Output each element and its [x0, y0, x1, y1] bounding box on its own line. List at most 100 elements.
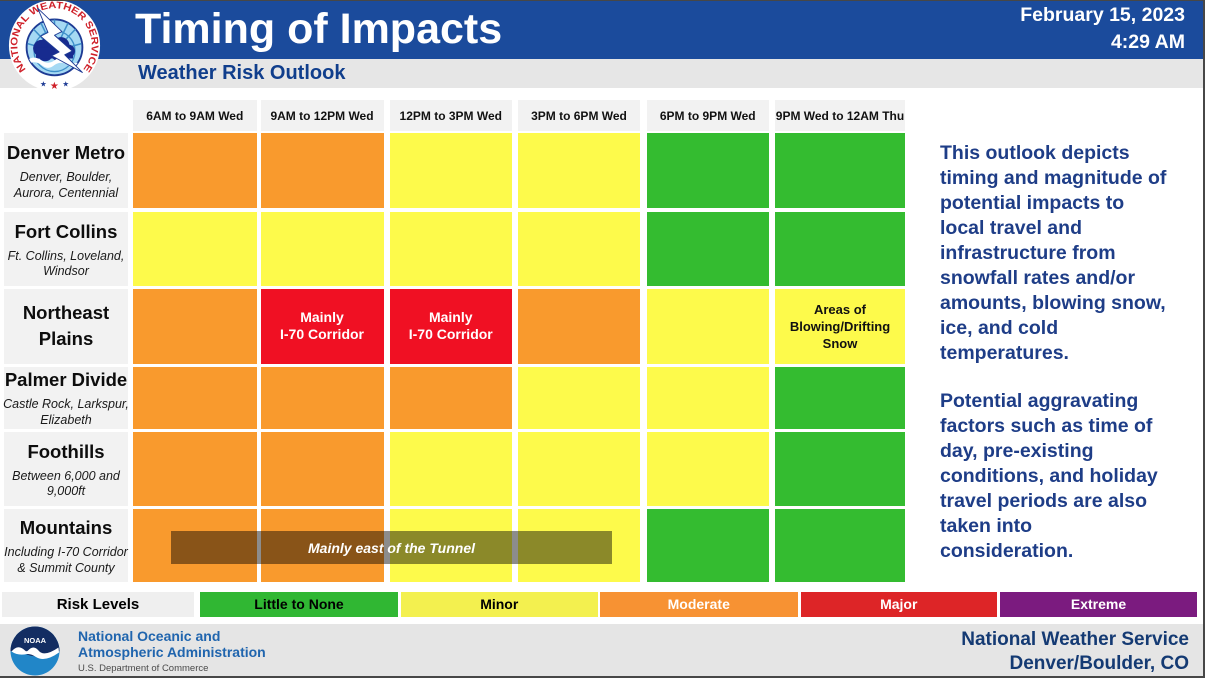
risk-cell-r4-c3	[518, 432, 640, 506]
row-label-4: Foothills Between 6,000 and 9,000ft	[4, 432, 128, 506]
header-time: 4:29 AM	[1110, 31, 1185, 53]
noaa-abbr-label: NOAA	[24, 636, 47, 645]
risk-cell-r3-c2	[389, 366, 512, 429]
row-subtitle-line: Windsor	[43, 264, 89, 278]
legend-item-1: Minor	[400, 592, 598, 617]
risk-cell-r4-c2	[389, 432, 512, 506]
row-label-1: Fort Collins Ft. Collins, Loveland, Windso…	[4, 212, 128, 286]
office-name: National Weather Service Denver/Boulder,…	[961, 628, 1189, 676]
noaa-name-line1: National Oceanic and	[78, 628, 221, 644]
right-border	[1203, 0, 1205, 678]
tunnel-banner: Mainly east of the Tunnel	[171, 531, 612, 564]
risk-cell-r5-c5	[775, 509, 905, 582]
cell-note: Areas of Blowing/Drifting Snow	[790, 301, 890, 352]
row-title: Denver Metro	[7, 140, 125, 166]
risk-cell-r3-c1	[260, 366, 384, 429]
page-subtitle: Weather Risk Outlook	[138, 62, 346, 84]
risk-cell-r3-c4	[647, 366, 769, 429]
subtitle-bar	[0, 59, 1205, 88]
star-icon: ★	[50, 81, 59, 92]
row-subtitle: Ft. Collins, Loveland, Windsor	[8, 249, 125, 280]
description-paragraph-1: This outlook depicts timing and magnitud…	[940, 142, 1167, 364]
row-subtitle-line: Castle Rock, Larkspur,	[3, 397, 129, 412]
office-name-line2: Denver/Boulder, CO	[1009, 653, 1190, 674]
row-label-0: Denver Metro Denver, Boulder, Aurora, Cent…	[4, 133, 128, 208]
column-header-1: 9AM to 12PM Wed	[260, 100, 384, 131]
row-title: Northeast Plains	[23, 300, 109, 352]
risk-cell-r5-c4	[647, 509, 769, 582]
row-title-line: Mountains	[19, 517, 113, 538]
risk-cell-r1-c4	[647, 212, 769, 286]
row-subtitle: Between 6,000 and 9,000ft	[12, 469, 120, 500]
office-name-line1: National Weather Service	[961, 629, 1189, 650]
risk-cell-r0-c3	[518, 133, 640, 208]
row-subtitle: Castle Rock, Larkspur, Elizabeth	[3, 397, 129, 428]
row-title: Fort Collins	[15, 219, 118, 245]
risk-cell-r5-c0	[133, 509, 257, 582]
cell-note: Mainly I-70 Corridor	[280, 309, 364, 343]
legend-title: Risk Levels	[2, 592, 194, 617]
legend-item-2: Moderate	[600, 592, 798, 617]
risk-cell-r3-c5	[775, 366, 905, 429]
cell-note: Mainly I-70 Corridor	[409, 309, 493, 343]
row-subtitle-line: Denver, Boulder,	[19, 170, 113, 184]
star-icon: ★	[62, 79, 69, 88]
row-subtitle-line: Between 6,000 and	[12, 468, 120, 483]
row-title-line: Palmer Divide	[4, 369, 128, 391]
top-border	[0, 0, 1205, 1]
row-title-line: Denver Metro	[6, 142, 126, 163]
column-header-5: 9PM Wed to 12AM Thu	[775, 100, 905, 131]
star-icon: ★	[40, 79, 47, 88]
noaa-name: National Oceanic and Atmospheric Adminis…	[78, 628, 266, 660]
risk-cell-r0-c0	[133, 133, 257, 208]
description-panel: This outlook depicts timing and magnitud…	[940, 141, 1168, 564]
tunnel-banner-label: Mainly east of the Tunnel	[308, 539, 475, 556]
risk-cell-r1-c1	[260, 212, 384, 286]
risk-cell-r1-c5	[775, 212, 905, 286]
legend-item-0: Little to None	[200, 592, 398, 617]
row-subtitle: Denver, Boulder, Aurora, Centennial	[14, 170, 118, 201]
risk-cell-r1-c0	[133, 212, 257, 286]
row-label-3: Palmer Divide Castle Rock, Larkspur, Eliza…	[3, 366, 129, 429]
risk-cell-r2-c4	[647, 289, 769, 364]
risk-cell-r0-c2	[389, 133, 512, 208]
risk-cell-r5-c2	[389, 509, 512, 582]
cell-note-line: Areas of	[813, 301, 867, 317]
row-title: Palmer Divide	[5, 367, 127, 393]
row-title-line: Plains	[38, 328, 94, 350]
row-label-2: Northeast Plains	[4, 289, 128, 364]
risk-cell-r4-c5	[775, 432, 905, 506]
noaa-logo: NOAA	[10, 626, 60, 676]
cell-note-line: Mainly	[428, 309, 473, 326]
row-subtitle-line: Aurora, Centennial	[13, 185, 119, 200]
column-header-2: 12PM to 3PM Wed	[389, 100, 512, 131]
risk-cell-r1-c3	[518, 212, 640, 286]
row-title: Mountains	[20, 515, 113, 541]
row-subtitle-line: Ft. Collins, Loveland,	[7, 248, 125, 263]
column-header-4: 6PM to 9PM Wed	[647, 100, 769, 131]
bottom-border	[0, 676, 1205, 678]
cell-note-line: Snow	[822, 335, 858, 351]
row-title-line: Foothills	[27, 440, 105, 462]
row-label-5: Mountains Including I-70 Corridor & Summit…	[4, 509, 128, 582]
risk-cell-r0-c1	[260, 133, 384, 208]
risk-cell-r3-c0	[133, 366, 257, 429]
header-date: February 15, 2023	[1020, 4, 1185, 26]
risk-cell-r5-c3	[518, 509, 640, 582]
noaa-dept: U.S. Department of Commerce	[78, 663, 209, 674]
column-header-0: 6AM to 9AM Wed	[133, 100, 257, 131]
row-subtitle-line: Elizabeth	[40, 412, 92, 427]
cell-note-line: I-70 Corridor	[408, 326, 493, 343]
risk-cell-r4-c0	[133, 432, 257, 506]
risk-cell-r4-c4	[647, 432, 769, 506]
row-title-line: Fort Collins	[14, 220, 118, 242]
risk-cell-r3-c3	[518, 366, 640, 429]
cell-note-line: Mainly	[300, 309, 344, 326]
footer-bar	[0, 624, 1205, 676]
row-subtitle: Including I-70 Corridor & Summit County	[4, 545, 128, 576]
legend-item-3: Major	[800, 592, 997, 617]
header-bar	[0, 0, 1205, 59]
risk-cell-r0-c4	[647, 133, 769, 208]
header-datetime: February 15, 2023 4:29 AM	[1020, 2, 1185, 56]
